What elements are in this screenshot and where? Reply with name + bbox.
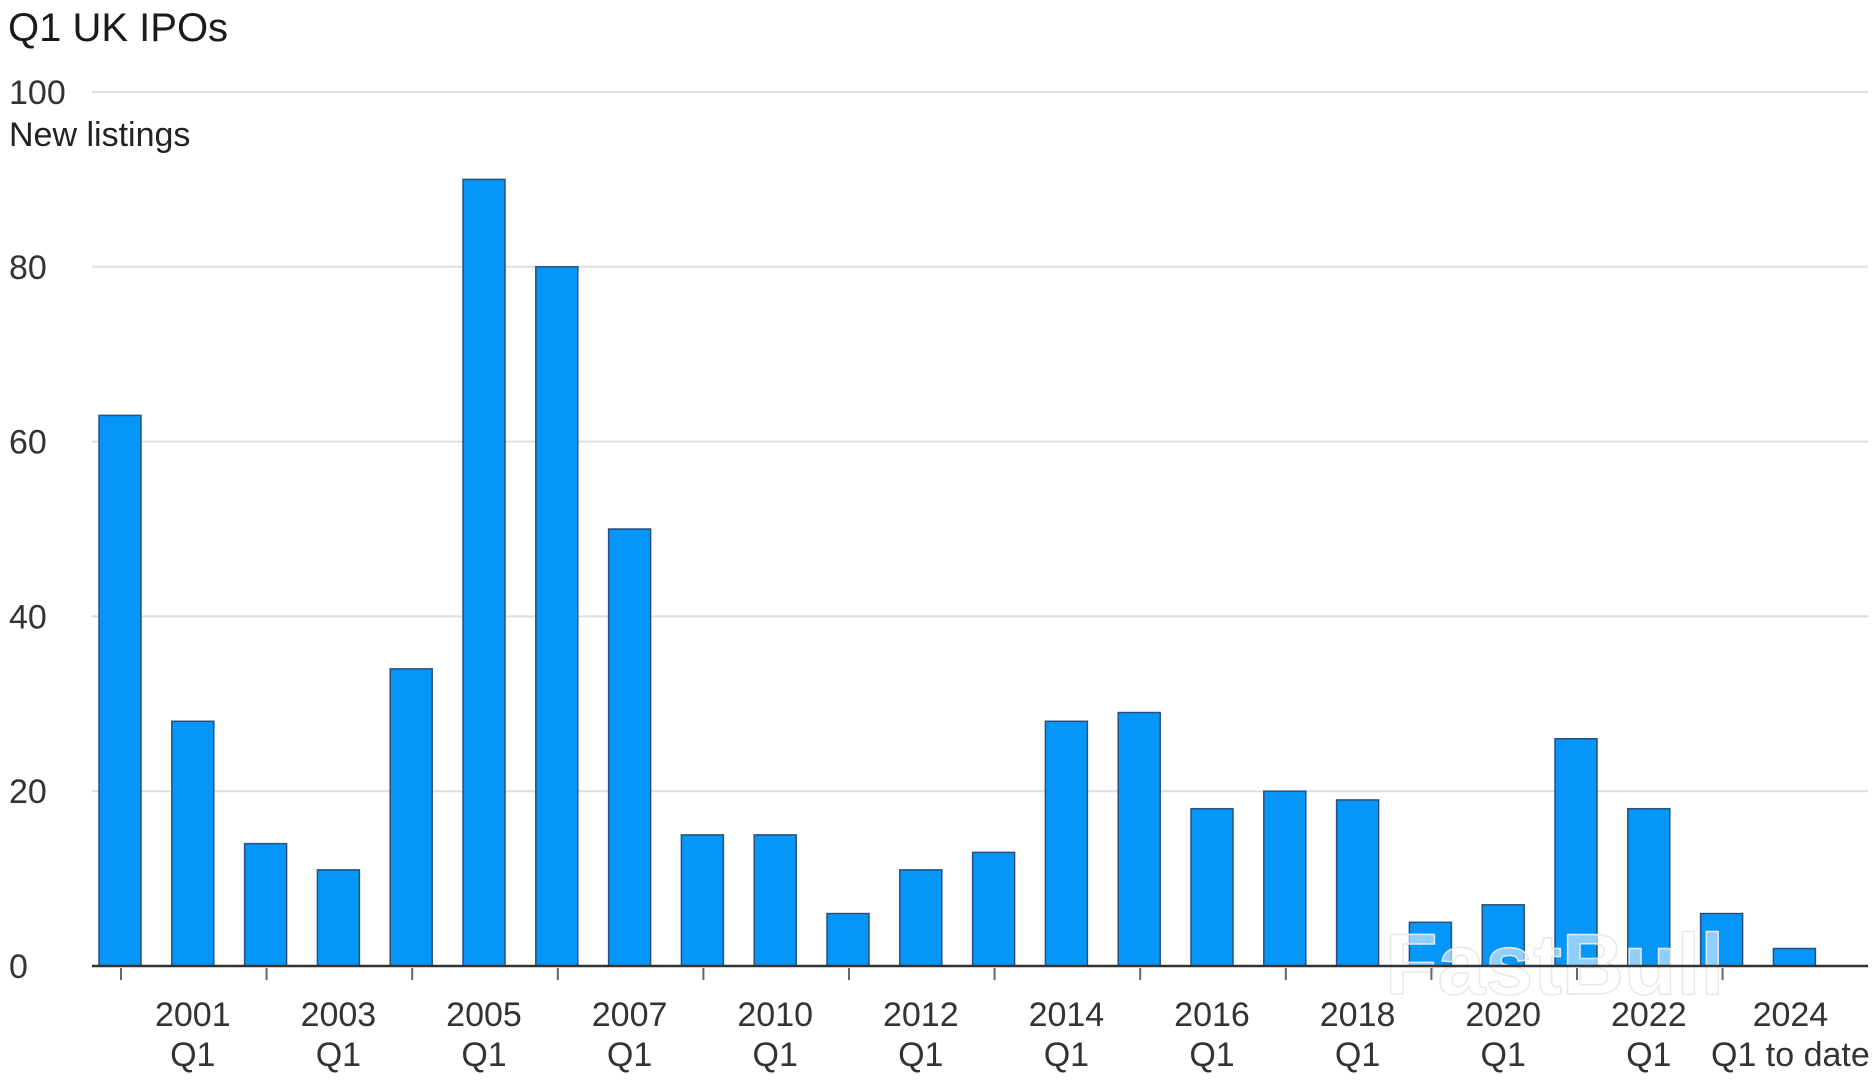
bar xyxy=(243,842,288,967)
bar xyxy=(1627,807,1671,967)
bar xyxy=(899,869,943,967)
bar xyxy=(535,266,579,967)
x-tick-label: 2010 xyxy=(737,996,813,1034)
bar xyxy=(389,668,433,967)
bar xyxy=(753,834,797,967)
y-axis-ticks: 0 20 40 60 80 100 xyxy=(9,74,66,986)
x-tick-label-sub: Q1 xyxy=(1044,1036,1089,1074)
x-tick-label-sub: Q1 xyxy=(170,1036,215,1074)
gridlines xyxy=(92,91,1868,793)
x-tick-label-sub: Q1 xyxy=(607,1036,652,1074)
y-tick-label: 20 xyxy=(9,773,47,811)
bar xyxy=(680,834,725,967)
x-tick-label-sub: Q1 xyxy=(461,1036,506,1074)
x-tick-label: 2014 xyxy=(1029,996,1105,1034)
y-tick-label: 60 xyxy=(9,424,47,462)
bar xyxy=(971,851,1016,967)
chart-title: Q1 UK IPOs xyxy=(8,6,229,50)
x-tick-label-sub: Q1 xyxy=(316,1036,361,1074)
x-tick-label: 2005 xyxy=(446,996,522,1034)
x-tick-label: 2020 xyxy=(1465,996,1541,1034)
x-tick-label: 2022 xyxy=(1611,996,1687,1034)
bar xyxy=(1263,790,1307,967)
x-tick-label: 2007 xyxy=(592,996,668,1034)
x-tick-label: 2003 xyxy=(301,996,377,1034)
bar xyxy=(1117,711,1161,967)
bar xyxy=(1190,807,1234,967)
bar xyxy=(826,912,870,967)
bar xyxy=(1408,921,1453,967)
bars xyxy=(98,178,1817,967)
x-tick-label-sub: Q1 xyxy=(1626,1036,1671,1074)
x-tick-label-sub: Q1 xyxy=(753,1036,798,1074)
x-tick-label-sub: Q1 xyxy=(1335,1036,1380,1074)
bar xyxy=(462,178,506,967)
x-tick-label-sub: Q1 xyxy=(1189,1036,1234,1074)
x-tick-label-sub: Q1 xyxy=(898,1036,943,1074)
bar xyxy=(1554,738,1598,967)
bar xyxy=(1044,720,1089,967)
bar xyxy=(316,869,361,967)
x-axis-ticks: 2001Q12003Q12005Q12007Q12010Q12012Q12014… xyxy=(120,968,1870,1074)
y-tick-label: 100 xyxy=(9,74,66,112)
y-tick-label: 0 xyxy=(9,948,28,986)
bar xyxy=(1335,799,1380,967)
x-tick-label: 2012 xyxy=(883,996,959,1034)
x-tick-label-sub: Q1 to date xyxy=(1711,1036,1870,1074)
x-tick-label-sub: Q1 xyxy=(1481,1036,1526,1074)
y-tick-label: 80 xyxy=(9,249,47,287)
bar xyxy=(98,414,142,967)
bar xyxy=(1772,947,1817,967)
x-tick-label: 2018 xyxy=(1320,996,1396,1034)
bar xyxy=(607,528,652,967)
y-tick-label: 40 xyxy=(9,598,47,636)
x-tick-label: 2016 xyxy=(1174,996,1250,1034)
bar xyxy=(171,720,215,967)
x-tick-label: 2024 xyxy=(1753,996,1829,1034)
x-tick-label: 2001 xyxy=(155,996,231,1034)
y-axis-label: New listings xyxy=(9,116,190,154)
